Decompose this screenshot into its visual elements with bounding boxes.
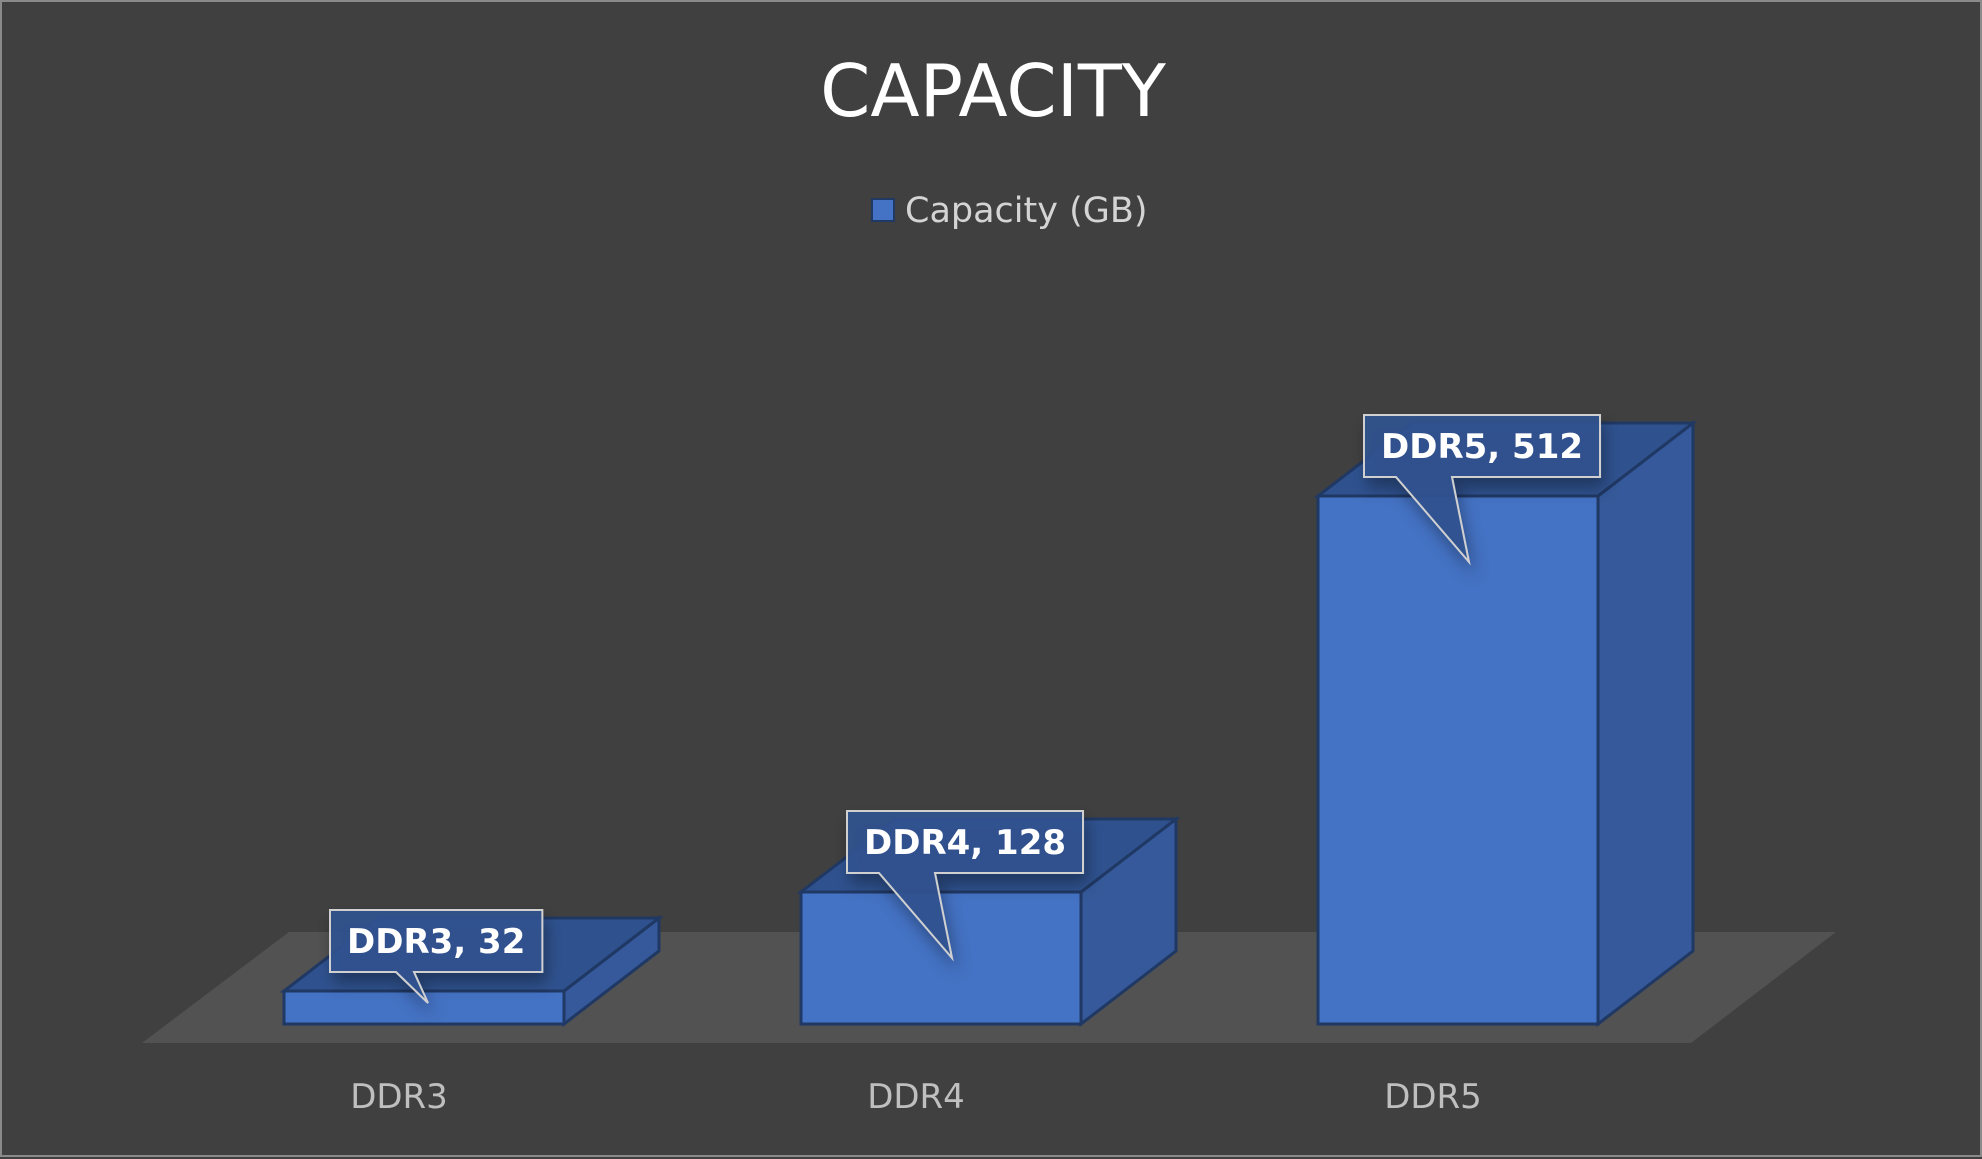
data-label-callout <box>329 909 544 1004</box>
data-label-ddr4: DDR4, 128 <box>846 810 1085 962</box>
legend-label: Capacity (GB) <box>905 191 1148 231</box>
tick-label-ddr3: DDR3 <box>350 1077 448 1117</box>
bar-front-ddr5 <box>1316 494 1600 1026</box>
data-label-ddr3: DDR3, 32 <box>329 909 544 1004</box>
data-label-callout <box>1363 414 1602 566</box>
category-axis: DDR3 DDR4 DDR5 <box>350 1077 1482 1117</box>
bar-ddr5[interactable] <box>1313 419 1698 1028</box>
data-label-text: DDR3, 32 <box>347 922 525 962</box>
legend-swatch <box>871 198 895 222</box>
chart-title: CAPACITY <box>820 49 1167 133</box>
data-label-ddr5: DDR5, 512 <box>1363 414 1602 566</box>
bar-front-ddr3 <box>282 989 566 1026</box>
data-labels: DDR3, 32 DDR4, 128 DDR5, 512 <box>329 414 1602 1004</box>
bar-side-ddr5 <box>1596 419 1695 1028</box>
tick-label-ddr5: DDR5 <box>1384 1077 1482 1117</box>
data-label-callout <box>846 810 1085 962</box>
data-label-text: DDR4, 128 <box>864 823 1066 863</box>
legend[interactable]: Capacity (GB) <box>871 191 1148 231</box>
data-label-text: DDR5, 512 <box>1381 427 1583 467</box>
tick-label-ddr4: DDR4 <box>867 1077 965 1117</box>
